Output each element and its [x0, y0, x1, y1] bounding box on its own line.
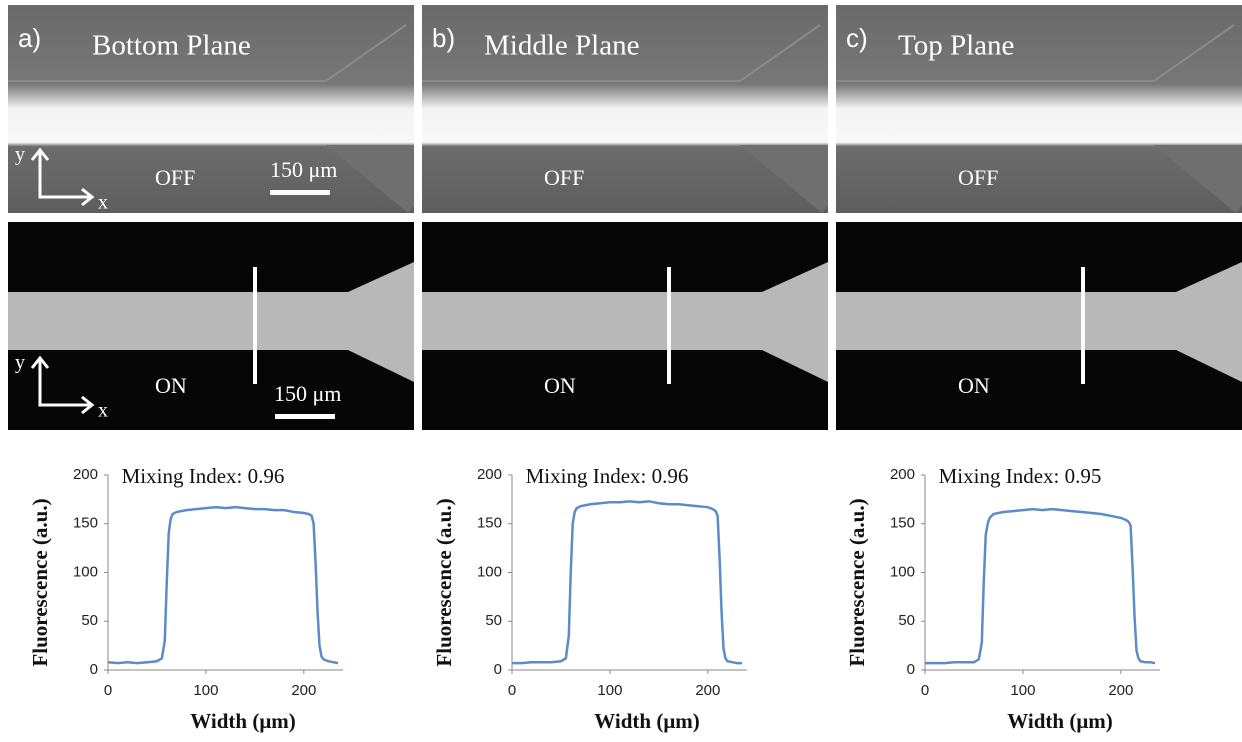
profile-curve: [107, 505, 339, 665]
x-tick-label: 100: [597, 682, 622, 699]
y-axis-title: Fluorescence (a.u.): [28, 498, 52, 666]
channel-wall: [836, 24, 1235, 82]
y-tick-label: 0: [90, 661, 98, 678]
channel-wall-right: [326, 145, 414, 213]
axis-letter: y: [15, 144, 25, 166]
channel: [8, 262, 414, 382]
profile-curve: [512, 500, 743, 665]
image-bg: [422, 5, 828, 213]
y-tick-label: 0: [907, 661, 915, 678]
annotation: Mixing Index: 0.96: [526, 464, 689, 488]
state-label: OFF: [544, 165, 584, 190]
state-label: OFF: [155, 165, 195, 190]
annotation: Mixing Index: 0.95: [939, 464, 1102, 488]
scale-bar-label: 150 μm: [270, 157, 337, 182]
x-axis-title: Width (μm): [594, 709, 699, 733]
state-label: ON: [958, 373, 990, 398]
x-tick-label: 100: [1010, 682, 1035, 699]
annotation: Mixing Index: 0.96: [122, 464, 285, 488]
axis-letter: x: [98, 400, 108, 422]
on-image: [8, 222, 414, 430]
x-tick-label: 0: [104, 682, 112, 699]
y-tick-label: 50: [485, 612, 502, 629]
x-tick-label: 200: [1108, 682, 1133, 699]
panel-title: Middle Plane: [484, 30, 639, 62]
y-tick-label: 100: [73, 563, 98, 580]
y-tick-label: 150: [890, 515, 915, 532]
y-tick-label: 100: [477, 563, 502, 580]
x-tick-label: 0: [921, 682, 929, 699]
channel: [422, 262, 828, 382]
channel-wall-right: [740, 145, 828, 213]
x-axis-title: Width (μm): [1007, 709, 1112, 733]
y-tick-label: 50: [898, 612, 915, 629]
x-tick-label: 100: [193, 682, 218, 699]
channel-wall-right: [1154, 145, 1242, 213]
y-tick-label: 50: [81, 612, 98, 629]
panel-title: Top Plane: [898, 30, 1014, 62]
y-tick-label: 150: [477, 515, 502, 532]
axis-arrows: [30, 355, 95, 415]
y-tick-label: 0: [494, 661, 502, 678]
y-tick-label: 100: [890, 563, 915, 580]
scale-bar: [270, 190, 330, 195]
y-axis-title: Fluorescence (a.u.): [845, 498, 869, 666]
panel-label: c): [846, 23, 868, 53]
channel-wall: [422, 24, 821, 82]
off-image: [836, 5, 1242, 213]
x-tick-label: 200: [291, 682, 316, 699]
y-tick-label: 200: [477, 466, 502, 483]
panel-title: Bottom Plane: [92, 30, 251, 62]
y-tick-label: 150: [73, 515, 98, 532]
y-tick-label: 200: [73, 466, 98, 483]
profile-curve: [925, 507, 1156, 665]
off-image: [8, 5, 414, 213]
panel-label: a): [18, 23, 41, 53]
panel-label: b): [432, 23, 455, 53]
channel: [836, 262, 1242, 382]
channel-wall: [8, 24, 407, 82]
image-bg: [8, 5, 414, 213]
scale-bar-label: 150 μm: [274, 381, 341, 406]
state-label: OFF: [958, 165, 998, 190]
state-label: ON: [544, 373, 576, 398]
y-axis-title: Fluorescence (a.u.): [432, 498, 456, 666]
on-image: [836, 222, 1242, 430]
y-tick-label: 200: [890, 466, 915, 483]
x-axis-title: Width (μm): [190, 709, 295, 733]
axis-letter: y: [15, 352, 25, 374]
axis-arrows: [30, 147, 95, 207]
x-tick-label: 200: [695, 682, 720, 699]
image-bg: [836, 5, 1242, 213]
scale-bar: [275, 414, 335, 419]
state-label: ON: [155, 373, 187, 398]
off-image: [422, 5, 828, 213]
on-image: [422, 222, 828, 430]
x-tick-label: 0: [508, 682, 516, 699]
axis-letter: x: [98, 192, 108, 214]
